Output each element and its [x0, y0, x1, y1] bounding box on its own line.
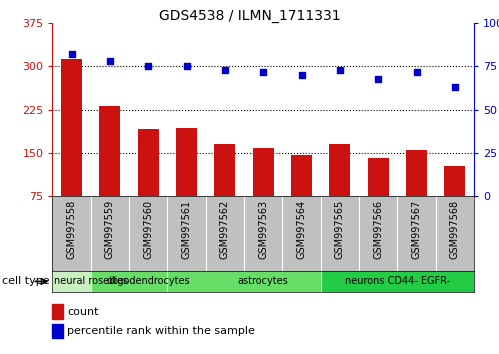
- Text: GDS4538 / ILMN_1711331: GDS4538 / ILMN_1711331: [159, 9, 340, 23]
- Text: neurons CD44- EGFR-: neurons CD44- EGFR-: [345, 276, 450, 286]
- Bar: [91, 271, 206, 292]
- Bar: [291, 155, 312, 240]
- Bar: [61, 59, 82, 240]
- Text: GSM997566: GSM997566: [373, 200, 383, 259]
- Bar: [329, 144, 350, 240]
- Point: [67, 51, 75, 57]
- Text: GSM997560: GSM997560: [143, 200, 153, 259]
- Text: GSM997563: GSM997563: [258, 200, 268, 259]
- Text: GSM997568: GSM997568: [450, 200, 460, 259]
- Point: [374, 76, 382, 81]
- Bar: [215, 144, 236, 240]
- Text: GSM997567: GSM997567: [412, 200, 422, 259]
- Text: astrocytes: astrocytes: [238, 276, 288, 286]
- Point: [259, 69, 267, 74]
- Text: oligodendrocytes: oligodendrocytes: [106, 276, 190, 286]
- Point: [221, 67, 229, 73]
- Bar: [368, 158, 389, 240]
- Bar: [176, 128, 197, 240]
- Bar: [138, 129, 159, 240]
- Point: [451, 84, 459, 90]
- Text: count: count: [67, 307, 99, 316]
- Text: GSM997565: GSM997565: [335, 200, 345, 259]
- Text: GSM997562: GSM997562: [220, 200, 230, 259]
- Bar: [444, 166, 466, 240]
- Text: percentile rank within the sample: percentile rank within the sample: [67, 326, 255, 336]
- Point: [336, 67, 344, 73]
- Point: [144, 64, 152, 69]
- Bar: [406, 150, 427, 240]
- Point: [106, 58, 114, 64]
- Text: GSM997558: GSM997558: [66, 200, 76, 259]
- Text: GSM997561: GSM997561: [182, 200, 192, 259]
- Text: neural rosettes: neural rosettes: [54, 276, 128, 286]
- Text: GSM997559: GSM997559: [105, 200, 115, 259]
- Bar: [252, 148, 274, 240]
- Bar: [99, 106, 120, 240]
- Point: [297, 72, 305, 78]
- Bar: [52, 271, 129, 292]
- Bar: [167, 271, 359, 292]
- Point: [413, 69, 421, 74]
- Text: cell type: cell type: [2, 276, 50, 286]
- Point: [183, 64, 191, 69]
- Bar: [321, 271, 474, 292]
- Text: GSM997564: GSM997564: [296, 200, 306, 259]
